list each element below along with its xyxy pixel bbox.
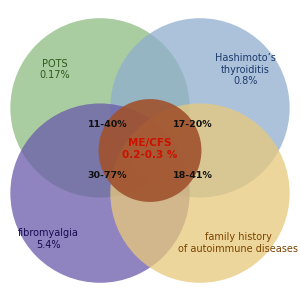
Text: Hashimoto’s
thyroiditis
0.8%: Hashimoto’s thyroiditis 0.8%	[215, 53, 276, 86]
Circle shape	[110, 18, 290, 197]
Circle shape	[99, 99, 202, 202]
Circle shape	[11, 18, 190, 197]
Text: POTS
0.17%: POTS 0.17%	[39, 59, 70, 80]
Circle shape	[110, 104, 290, 283]
Text: 17-20%: 17-20%	[173, 119, 212, 129]
Text: family history
of autoimmune diseases: family history of autoimmune diseases	[178, 232, 298, 254]
Text: ME/CFS
0.2-0.3 %: ME/CFS 0.2-0.3 %	[122, 138, 178, 160]
Text: 11-40%: 11-40%	[88, 119, 127, 129]
Text: 30-77%: 30-77%	[88, 171, 127, 180]
Text: 18-41%: 18-41%	[173, 171, 213, 180]
Text: fibromyalgia
5.4%: fibromyalgia 5.4%	[18, 228, 79, 250]
Circle shape	[11, 104, 190, 283]
